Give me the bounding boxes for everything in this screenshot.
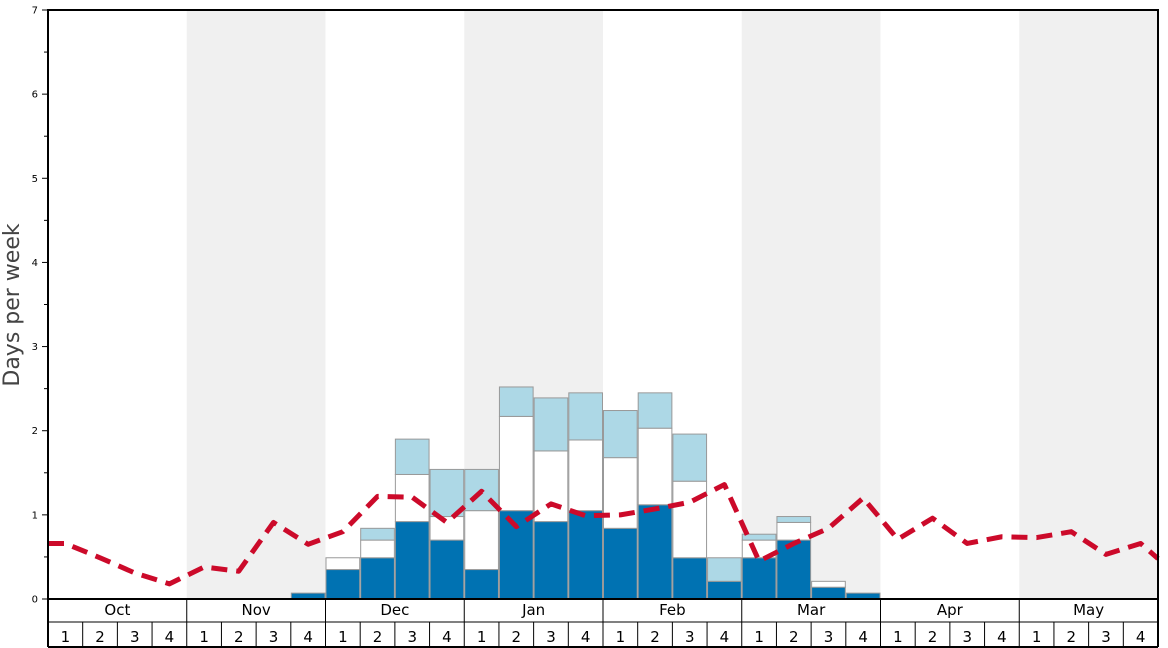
bar-segment (360, 539, 395, 559)
week-label: 3 (407, 628, 417, 646)
bar-segment (498, 386, 534, 417)
week-label: 2 (789, 628, 799, 646)
bar-segment (776, 521, 812, 541)
week-label: 2 (512, 628, 522, 646)
y-tick-label: 5 (32, 174, 38, 185)
y-tick-label: 6 (32, 90, 38, 101)
bar-segment (637, 504, 673, 600)
week-label: 3 (824, 628, 834, 646)
week-label: 1 (1032, 628, 1042, 646)
bar-segment (637, 427, 673, 506)
week-label: 2 (1067, 628, 1077, 646)
y-axis-title: Days per week (0, 223, 25, 386)
week-label: 4 (581, 628, 591, 646)
bar-segment (568, 510, 603, 600)
week-label: 3 (685, 628, 695, 646)
month-shade-band (1019, 10, 1158, 599)
bar-segment (811, 580, 846, 588)
y-axis: 0 1 2 3 4 5 6 7 (32, 6, 48, 606)
bar-segment (707, 580, 742, 600)
month-shade-band (186, 10, 326, 599)
week-label: 4 (997, 628, 1007, 646)
bar-segment (394, 521, 430, 600)
week-label: 1 (477, 628, 487, 646)
y-tick-label: 1 (32, 510, 38, 521)
week-label: 1 (754, 628, 764, 646)
y-tick-label: 4 (32, 258, 38, 269)
week-label: 3 (1101, 628, 1111, 646)
bar-segment (498, 415, 534, 512)
week-label: 1 (338, 628, 348, 646)
week-label: 4 (858, 628, 868, 646)
week-label: 3 (962, 628, 972, 646)
bar-segment (672, 480, 708, 559)
bar-segment (360, 527, 395, 541)
month-label: May (1073, 601, 1104, 619)
average-line (48, 482, 1160, 587)
bar-segment (325, 557, 361, 571)
bar-segment (464, 510, 499, 571)
bar-segment (394, 438, 430, 475)
week-label: 1 (61, 628, 71, 646)
month-label: Oct (104, 601, 130, 619)
bar-segment (360, 557, 395, 600)
bar-segment (533, 397, 569, 452)
bar-segment (776, 516, 812, 523)
month-label: Apr (937, 601, 964, 619)
week-label: 4 (720, 628, 730, 646)
bar-segment (603, 410, 638, 459)
week-label: 2 (95, 628, 105, 646)
bar-segment (429, 539, 465, 600)
bar-segment (325, 569, 361, 600)
bar-segment (533, 450, 569, 523)
bar-segment (429, 468, 465, 518)
bar-segment (637, 392, 673, 429)
bar-segment (776, 539, 812, 600)
month-label: Dec (380, 601, 409, 619)
bar-segment (464, 569, 499, 600)
month-label: Feb (659, 601, 686, 619)
month-shade-band (741, 10, 881, 599)
y-tick-label: 2 (32, 426, 38, 437)
bar-segment (533, 521, 569, 600)
average-line-path (48, 482, 1160, 587)
bar-segment (603, 527, 638, 600)
y-tick-label: 7 (32, 6, 38, 17)
week-label: 4 (442, 628, 452, 646)
week-label: 3 (546, 628, 556, 646)
bar-segment (672, 433, 708, 482)
bar-segment (741, 533, 777, 541)
month-label: Nov (241, 601, 270, 619)
bar-segment (707, 557, 742, 582)
bar-segment (568, 439, 603, 512)
month-label: Mar (797, 601, 826, 619)
month-label: Jan (521, 601, 545, 619)
week-label: 2 (928, 628, 938, 646)
plot-frame (47, 9, 1159, 600)
week-label: 3 (130, 628, 140, 646)
week-label: 1 (616, 628, 626, 646)
y-tick-label: 3 (32, 342, 38, 353)
week-label: 1 (893, 628, 903, 646)
bar-segment (568, 392, 603, 441)
week-label: 1 (199, 628, 209, 646)
month-shading (186, 10, 1158, 599)
week-label: 2 (234, 628, 244, 646)
bar-segment (672, 557, 708, 600)
week-label: 4 (303, 628, 313, 646)
bar-segment (603, 457, 638, 529)
y-tick-label: 0 (32, 595, 38, 606)
x-axis: Oct 1 2 3 4 Nov 1 2 3 4 Dec 1 2 3 4 Jan 1 2 3 4 Feb 1 2 3 4 Mar 1 2… (47, 599, 1159, 648)
week-label: 2 (650, 628, 660, 646)
bar-segment (811, 586, 846, 600)
week-label: 3 (269, 628, 279, 646)
bar-segment (429, 516, 465, 541)
week-label: 4 (165, 628, 175, 646)
week-label: 2 (373, 628, 383, 646)
bar-segment (741, 557, 777, 600)
week-label: 4 (1136, 628, 1146, 646)
